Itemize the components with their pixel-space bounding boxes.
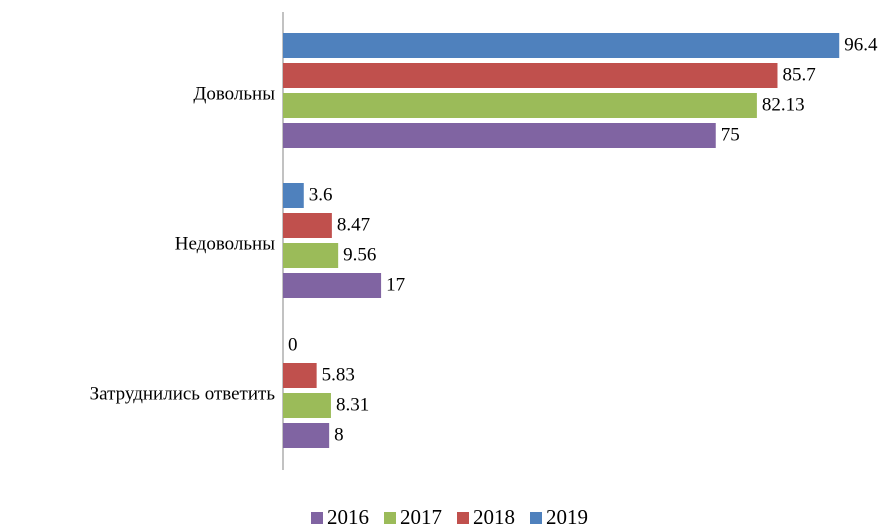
legend-swatch: [530, 512, 542, 524]
data-label: 8: [334, 424, 344, 445]
bar: [283, 273, 382, 298]
legend-swatch: [311, 512, 323, 524]
bar: [283, 63, 778, 88]
legend-label: 2019: [546, 505, 588, 529]
data-label: 5.83: [322, 364, 355, 385]
bar: [283, 33, 840, 58]
data-label: 17: [386, 274, 405, 295]
legend-swatch: [457, 512, 469, 524]
legend-label: 2016: [327, 505, 369, 529]
bar: [283, 93, 757, 118]
category-label: Затруднились ответить: [90, 383, 276, 404]
bar: [283, 243, 339, 268]
data-label: 85.7: [782, 64, 815, 85]
legend-label: 2017: [400, 505, 442, 529]
legend-label: 2018: [473, 505, 515, 529]
data-label: 8.47: [337, 214, 370, 235]
legend-swatch: [384, 512, 396, 524]
category-label: Недовольны: [175, 233, 275, 254]
data-label: 82.13: [762, 94, 805, 115]
data-label: 3.6: [309, 184, 333, 205]
bar: [283, 363, 317, 388]
data-label: 9.56: [343, 244, 376, 265]
bar: [283, 123, 716, 148]
bar: [283, 213, 332, 238]
data-label: 0: [288, 334, 298, 355]
data-label: 8.31: [336, 394, 369, 415]
bar: [283, 423, 330, 448]
data-label: 75: [721, 124, 740, 145]
data-label: 96.4: [844, 34, 878, 55]
bar: [283, 393, 331, 418]
category-label: Довольны: [193, 83, 275, 104]
bar: [283, 183, 304, 208]
